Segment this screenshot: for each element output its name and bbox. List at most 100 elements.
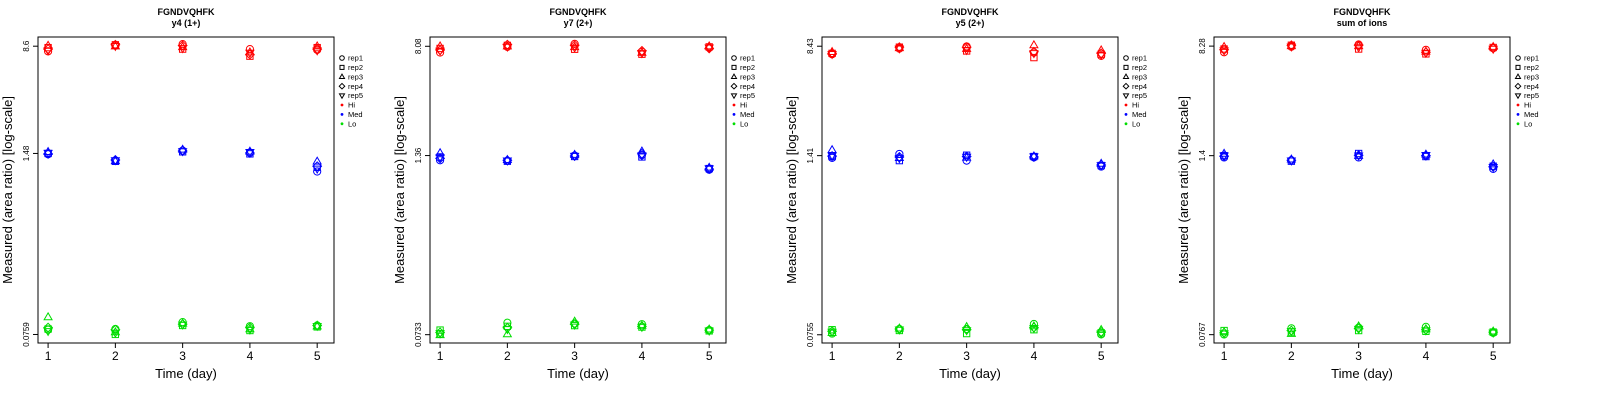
x-tick-label: 1 <box>829 349 836 363</box>
legend-label: rep1 <box>740 54 755 63</box>
legend-dot-med <box>1124 113 1128 116</box>
data-point-med-rep5 <box>569 152 580 162</box>
data-point-med-rep1 <box>313 167 322 176</box>
x-tick-label: 1 <box>437 349 444 363</box>
data-point-hi-rep3 <box>894 42 905 52</box>
legend-label: rep4 <box>348 82 363 91</box>
x-tick-label: 4 <box>639 349 646 363</box>
legend-dot-med <box>1516 113 1520 116</box>
data-point-lo-rep5 <box>177 321 188 330</box>
x-tick-label: 2 <box>504 349 511 363</box>
plot-frame <box>1213 36 1511 344</box>
data-point-med-rep5 <box>43 149 53 159</box>
legend-label: rep1 <box>1524 54 1539 63</box>
legend-label: Hi <box>1524 101 1531 110</box>
y-tick-label: 0.0767 <box>1198 322 1207 347</box>
legend-marker-rep2 <box>339 64 345 70</box>
x-tick-label: 2 <box>896 349 903 363</box>
data-point-hi-rep5 <box>110 42 121 52</box>
x-tick-label: 5 <box>1098 349 1105 363</box>
x-tick-label: 3 <box>571 349 578 363</box>
y-axis-label: Measured (area ratio) [log-scale] <box>784 96 799 284</box>
legend-label: rep5 <box>348 91 363 100</box>
legend-label: rep3 <box>348 72 363 81</box>
legend-label: rep5 <box>740 91 755 100</box>
y-axis-label: Measured (area ratio) [log-scale] <box>392 96 407 284</box>
legend-marker-rep1 <box>1515 55 1521 61</box>
data-point-hi-rep4 <box>1353 40 1364 51</box>
data-point-lo-rep5 <box>435 330 445 339</box>
legend-label: Med <box>1524 110 1539 119</box>
data-point-hi-rep3 <box>245 47 255 56</box>
data-point-lo-rep5 <box>961 327 972 336</box>
x-tick-label: 1 <box>1221 349 1228 363</box>
data-point-lo-rep5 <box>1286 328 1297 337</box>
plot-frame <box>429 36 727 344</box>
data-point-hi-rep5 <box>1286 43 1297 52</box>
legend-marker-rep5 <box>338 93 346 100</box>
legend-marker-rep2 <box>731 64 737 70</box>
legend-label: rep4 <box>1524 82 1539 91</box>
plot-frame <box>821 36 1119 344</box>
legend-label: Lo <box>740 119 748 128</box>
legend-marker-rep4 <box>1122 82 1130 90</box>
chart-subtitle: y7 (2+) <box>564 18 593 28</box>
data-point-med-rep3 <box>1029 150 1039 160</box>
data-point-hi-rep4 <box>961 42 972 53</box>
data-point-lo-rep5 <box>1096 330 1107 339</box>
data-point-med-rep3 <box>435 147 445 157</box>
y-tick-label: 1.36 <box>414 147 423 163</box>
data-point-hi-rep5 <box>1353 44 1364 53</box>
legend-label: Hi <box>740 101 747 110</box>
legend-marker-rep1 <box>731 55 737 61</box>
legend-marker-rep3 <box>338 73 346 80</box>
data-point-med-rep5 <box>827 152 837 161</box>
chart-subtitle: y4 (1+) <box>172 18 201 28</box>
data-point-lo-rep3 <box>894 323 905 332</box>
legend-label: rep2 <box>1524 63 1539 72</box>
chart-title: FGNDVQHFK <box>158 7 215 17</box>
data-point-med-rep3 <box>1353 150 1364 159</box>
data-point-med-rep5 <box>110 157 121 166</box>
data-point-hi-rep5 <box>43 47 53 56</box>
x-tick-label: 4 <box>1031 349 1038 363</box>
legend-dot-hi <box>1516 103 1520 107</box>
legend-label: rep2 <box>1132 63 1147 72</box>
data-point-med-rep1 <box>962 156 971 165</box>
data-point-lo-rep2 <box>962 329 971 338</box>
legend-label: rep4 <box>740 82 755 91</box>
x-tick-label: 2 <box>1288 349 1295 363</box>
data-point-hi-rep3 <box>435 40 445 50</box>
data-point-hi-rep5 <box>1488 45 1499 55</box>
legend-label: rep3 <box>1132 72 1147 81</box>
legend-label: Hi <box>348 101 355 110</box>
y-tick-label: 1.4 <box>1198 150 1207 162</box>
data-point-med-rep5 <box>1421 152 1431 161</box>
legend-label: rep2 <box>740 63 755 72</box>
y-tick-label: 8.6 <box>22 40 31 52</box>
data-point-hi-rep3 <box>1286 40 1297 50</box>
data-point-lo-rep3 <box>961 321 972 331</box>
data-point-lo-rep5 <box>245 326 255 335</box>
data-point-hi-rep4 <box>569 40 580 51</box>
legend-label: Med <box>348 110 363 119</box>
data-point-med-rep3 <box>312 156 323 165</box>
data-point-hi-rep5 <box>312 47 323 56</box>
data-point-med-rep3 <box>894 152 905 162</box>
legend-label: Lo <box>1524 119 1532 128</box>
data-point-lo-rep4 <box>43 322 54 333</box>
data-point-med-rep5 <box>1353 152 1364 161</box>
data-point-lo-rep5 <box>1353 325 1364 335</box>
y-tick-label: 0.0755 <box>806 322 815 347</box>
data-point-lo-rep5 <box>1421 327 1431 336</box>
data-point-med-rep4 <box>312 161 323 172</box>
data-point-hi-rep3 <box>1219 41 1229 50</box>
legend-label: Med <box>740 110 755 119</box>
data-point-hi-rep5 <box>827 50 837 60</box>
chart-subtitle: y5 (2+) <box>956 18 985 28</box>
data-point-lo-rep1 <box>1029 319 1039 329</box>
x-axis-label: Time (day) <box>939 366 1001 381</box>
data-point-lo-rep4 <box>110 324 121 335</box>
data-point-med-rep5 <box>435 154 445 163</box>
